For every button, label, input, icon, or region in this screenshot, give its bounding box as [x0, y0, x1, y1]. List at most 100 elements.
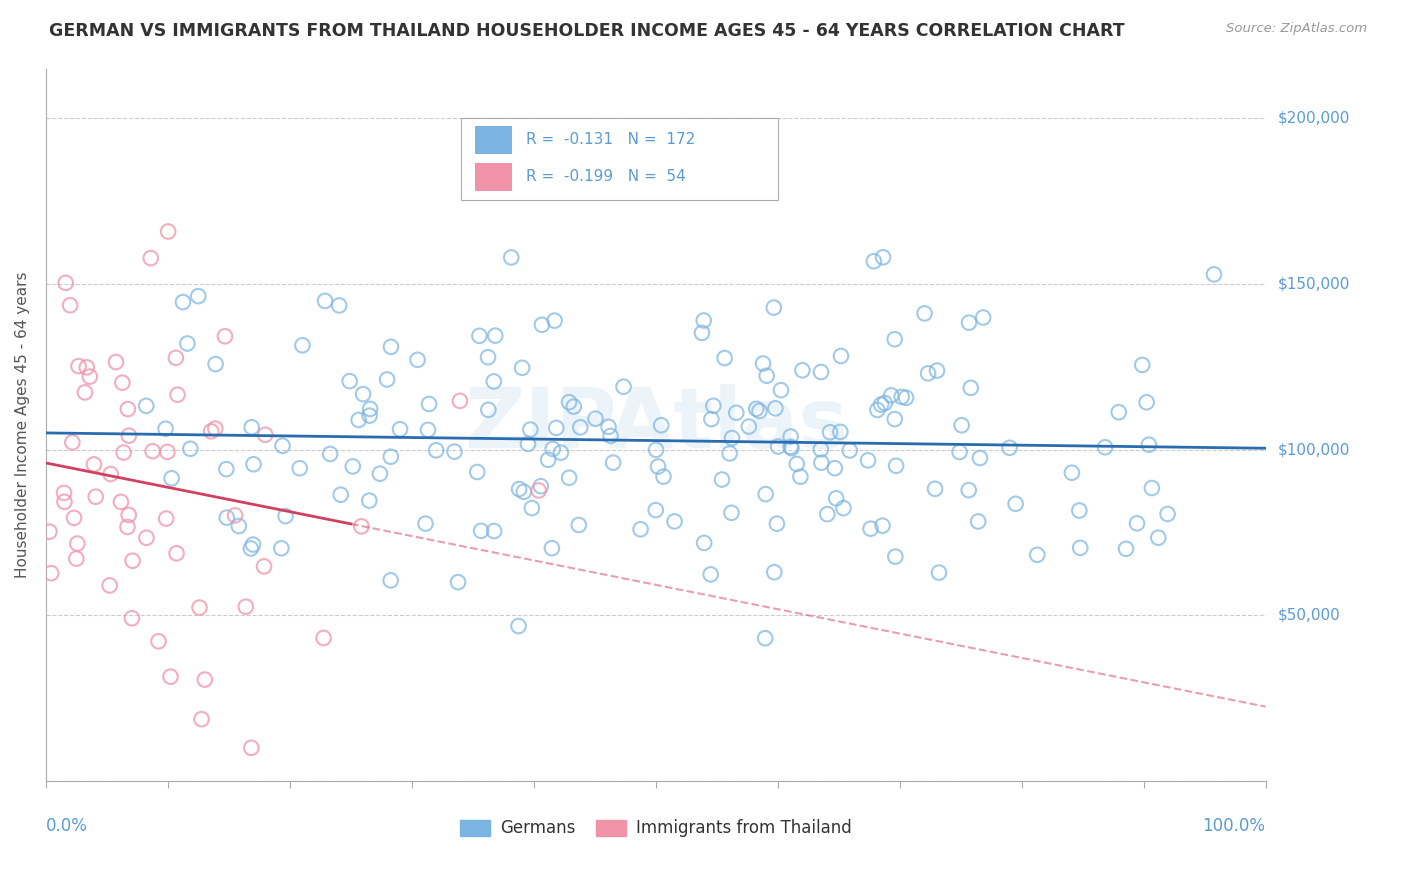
Point	[111, 376, 134, 390]
Text: $50,000: $50,000	[1278, 607, 1340, 623]
Text: $150,000: $150,000	[1278, 277, 1350, 292]
Text: GERMAN VS IMMIGRANTS FROM THAILAND HOUSEHOLDER INCOME AGES 45 - 64 YEARS CORRELA: GERMAN VS IMMIGRANTS FROM THAILAND HOUSE…	[49, 22, 1125, 40]
Point	[166, 546, 188, 560]
Point	[449, 393, 471, 408]
Point	[160, 471, 183, 485]
Point	[872, 518, 894, 533]
Point	[468, 328, 491, 343]
Point	[769, 383, 792, 397]
Point	[200, 425, 222, 439]
Point	[766, 440, 789, 454]
Point	[830, 349, 852, 363]
Point	[63, 511, 86, 525]
Point	[84, 490, 107, 504]
Point	[644, 503, 666, 517]
Point	[517, 437, 540, 451]
Point	[406, 352, 429, 367]
Point	[693, 536, 716, 550]
Point	[1069, 541, 1091, 555]
Point	[142, 444, 165, 458]
Point	[830, 425, 852, 439]
Point	[602, 456, 624, 470]
Point	[585, 411, 607, 425]
Point	[541, 442, 564, 456]
Point	[558, 471, 581, 485]
Point	[38, 524, 60, 539]
Point	[190, 712, 212, 726]
Point	[710, 473, 733, 487]
Point	[1115, 541, 1137, 556]
Point	[863, 254, 886, 268]
Point	[380, 340, 402, 354]
Point	[501, 251, 523, 265]
Point	[328, 298, 350, 312]
Point	[135, 399, 157, 413]
Point	[883, 412, 905, 426]
Point	[425, 443, 447, 458]
Point	[166, 388, 188, 402]
Text: $100,000: $100,000	[1278, 442, 1350, 457]
Point	[700, 412, 723, 426]
Point	[664, 515, 686, 529]
Point	[254, 427, 277, 442]
Point	[121, 611, 143, 625]
Point	[872, 250, 894, 264]
Point	[815, 507, 838, 521]
Point	[215, 462, 238, 476]
Point	[359, 409, 381, 423]
Point	[824, 461, 846, 475]
Point	[917, 367, 939, 381]
Point	[924, 482, 946, 496]
Point	[288, 461, 311, 475]
Point	[291, 338, 314, 352]
Point	[98, 578, 121, 592]
Point	[359, 493, 381, 508]
Point	[713, 351, 735, 365]
Point	[342, 459, 364, 474]
Point	[738, 419, 761, 434]
Point	[690, 326, 713, 340]
Point	[347, 413, 370, 427]
Point	[155, 422, 177, 436]
Point	[274, 509, 297, 524]
Point	[380, 450, 402, 464]
Point	[117, 520, 139, 534]
Point	[172, 295, 194, 310]
Point	[1202, 268, 1225, 282]
Point	[447, 575, 470, 590]
Point	[546, 421, 568, 435]
Point	[1004, 497, 1026, 511]
Point	[105, 355, 128, 369]
Text: R =  -0.131   N =  172: R = -0.131 N = 172	[526, 132, 696, 147]
Point	[118, 428, 141, 442]
Point	[83, 458, 105, 472]
Point	[832, 501, 855, 516]
Point	[786, 457, 808, 471]
Point	[519, 423, 541, 437]
Point	[121, 554, 143, 568]
Point	[702, 399, 724, 413]
Point	[880, 388, 903, 402]
Point	[1094, 440, 1116, 454]
Point	[647, 459, 669, 474]
Point	[883, 332, 905, 346]
Point	[810, 456, 832, 470]
Point	[1136, 395, 1159, 409]
Point	[228, 519, 250, 533]
Point	[179, 442, 201, 456]
Point	[271, 439, 294, 453]
Point	[598, 420, 620, 434]
Point	[415, 516, 437, 531]
Point	[650, 418, 672, 433]
Point	[139, 251, 162, 265]
Point	[242, 537, 264, 551]
Point	[967, 515, 990, 529]
Point	[779, 429, 801, 443]
Point	[240, 740, 263, 755]
Point	[359, 401, 381, 416]
Point	[873, 396, 896, 410]
Point	[856, 453, 879, 467]
Point	[67, 359, 90, 373]
Point	[270, 541, 292, 556]
Point	[1026, 548, 1049, 562]
